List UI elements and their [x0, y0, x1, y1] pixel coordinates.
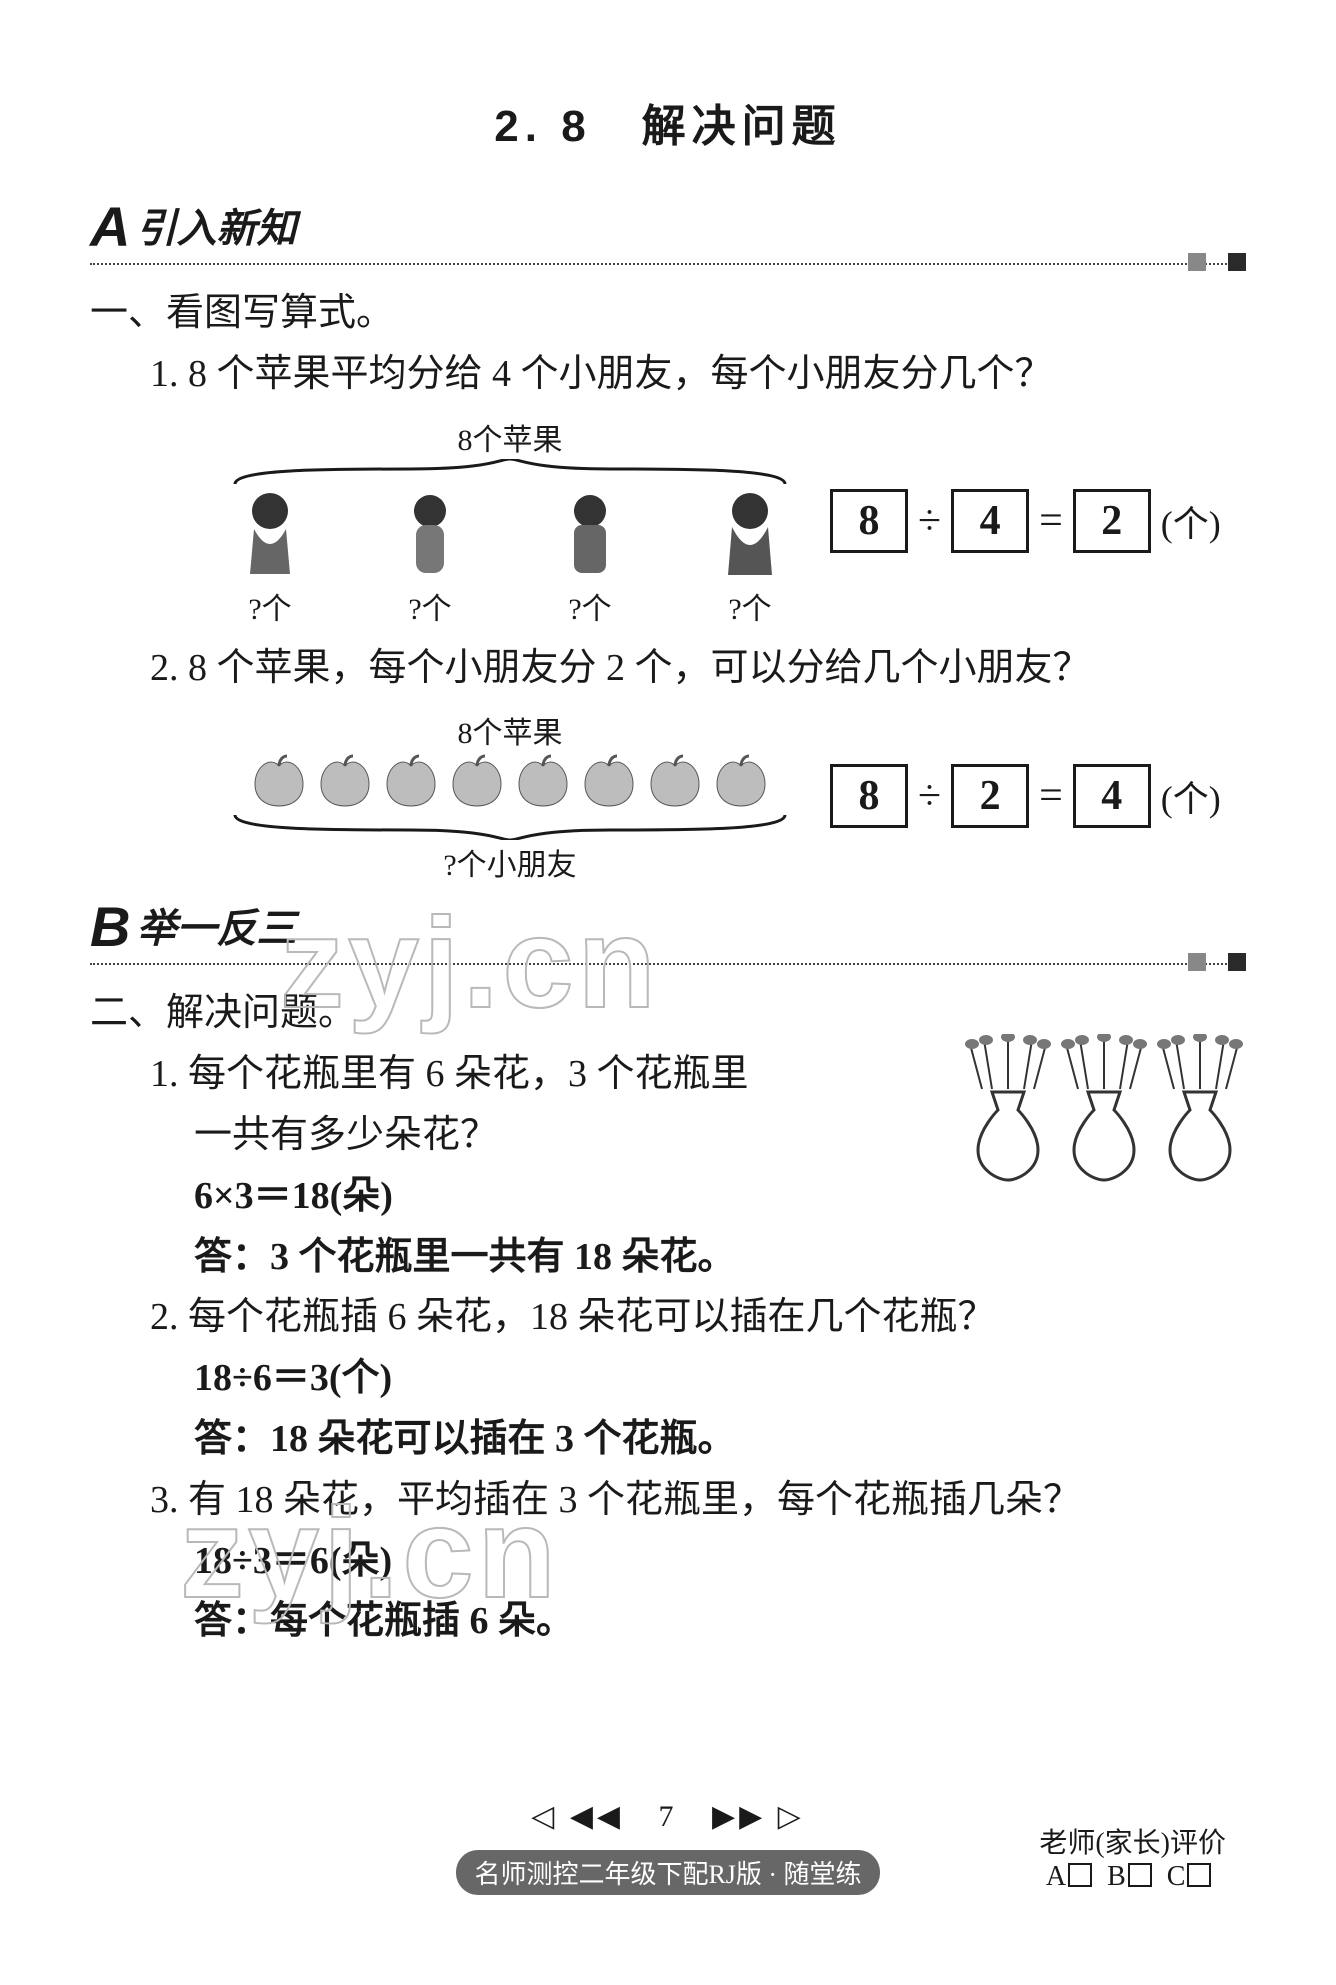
- p2-answer: 答：18 朵花可以插在 3 个花瓶。: [150, 1409, 1246, 1470]
- heading-1: 一、看图写算式。: [90, 283, 1246, 344]
- kid-icon: ?个: [390, 489, 470, 628]
- q1-brace-label: 8个苹果: [458, 415, 563, 459]
- kid-label: ?个: [550, 584, 630, 628]
- eq-box-c: 4: [1073, 764, 1151, 828]
- eq-eqs: =: [1039, 772, 1063, 820]
- section-a-letter: A: [90, 194, 130, 259]
- q2-text: 2. 8 个苹果，每个小朋友分 2 个，可以分给几个小朋友？: [90, 638, 1246, 699]
- checkbox-icon[interactable]: [1128, 1863, 1152, 1887]
- apple-icon: [250, 752, 308, 810]
- evaluation-title: 老师(家长)评价: [1039, 1821, 1226, 1861]
- eq-box-b: 4: [951, 489, 1029, 553]
- apple-icon: [316, 752, 374, 810]
- page-number: 7: [659, 1800, 678, 1833]
- pager-right-icon: ▶▶ ▷: [712, 1800, 805, 1833]
- checkbox-icon[interactable]: [1068, 1863, 1092, 1887]
- eval-a: A: [1046, 1861, 1066, 1892]
- apple-icon: [382, 752, 440, 810]
- apples-row: [230, 752, 790, 810]
- p2-block: 2. 每个花瓶插 6 朵花，18 朵花可以插在几个花瓶？ 18÷6＝3(个) 答…: [90, 1287, 1246, 1469]
- eval-c: C: [1167, 1861, 1186, 1892]
- eq-op: ÷: [918, 772, 941, 820]
- eq-box-b: 2: [951, 764, 1029, 828]
- watermark-text: zyj.cn: [180, 1480, 560, 1627]
- p1-answer: 答：3 个花瓶里一共有 18 朵花。: [150, 1227, 1246, 1288]
- pager-left-icon: ◁ ◀◀: [531, 1800, 624, 1833]
- eval-b: B: [1107, 1861, 1126, 1892]
- kid-label: ?个: [390, 584, 470, 628]
- vases-row: [962, 1034, 1246, 1189]
- apple-icon: [580, 752, 638, 810]
- brace-top-icon: [230, 459, 790, 489]
- section-a-label: A引入新知: [90, 194, 1246, 259]
- kid-label: ?个: [710, 584, 790, 628]
- section-b-label: B举一反三: [90, 894, 1246, 959]
- eq-unit: (个): [1161, 770, 1221, 822]
- page-title: 2. 8 解决问题: [90, 90, 1246, 154]
- watermark-text: zyj.cn: [280, 890, 660, 1037]
- apple-icon: [646, 752, 704, 810]
- q2-diagram: 8个苹果 ?个小朋友 8 ÷ 2 =: [90, 708, 1246, 884]
- apple-icon: [514, 752, 572, 810]
- eq-box-a: 8: [830, 489, 908, 553]
- q2-brace-label: 8个苹果: [458, 708, 563, 752]
- kid-label: ?个: [230, 584, 310, 628]
- booklet-badge: 名师测控二年级下配RJ版 · 随堂练: [456, 1850, 879, 1895]
- q2-bottom-label: ?个小朋友: [443, 840, 576, 884]
- section-a-text: 引入新知: [136, 207, 296, 251]
- q1-diagram: 8个苹果 ?个 ?个 ?个: [90, 415, 1246, 628]
- eq-unit: (个): [1161, 495, 1221, 547]
- section-b-letter: B: [90, 894, 130, 959]
- apple-icon: [712, 752, 770, 810]
- kid-icon: ?个: [230, 489, 310, 628]
- section-b-text: 举一反三: [136, 907, 296, 951]
- kids-row: ?个 ?个 ?个 ?个: [230, 489, 790, 628]
- p1-block: 1. 每个花瓶里有 6 朵花，3 个花瓶里 一共有多少朵花？ 6×3＝18(朵)…: [90, 1044, 1246, 1287]
- section-b-rule: [90, 961, 1246, 965]
- kid-icon: ?个: [710, 489, 790, 628]
- eq-op: ÷: [918, 497, 941, 545]
- p2-calc: 18÷6＝3(个): [150, 1348, 1246, 1409]
- vase-icon: [1058, 1034, 1150, 1184]
- vase-icon: [962, 1034, 1054, 1184]
- q1-text: 1. 8 个苹果平均分给 4 个小朋友，每个小朋友分几个？: [90, 344, 1246, 405]
- eq-box-a: 8: [830, 764, 908, 828]
- brace-bottom-icon: [230, 810, 790, 840]
- evaluation-box: 老师(家长)评价 A B C: [1039, 1821, 1226, 1893]
- apple-icon: [448, 752, 506, 810]
- kid-icon: ?个: [550, 489, 630, 628]
- p2-line1: 2. 每个花瓶插 6 朵花，18 朵花可以插在几个花瓶？: [150, 1287, 1246, 1348]
- q2-equation: 8 ÷ 2 = 4 (个): [830, 764, 1221, 828]
- vase-icon: [1154, 1034, 1246, 1184]
- checkbox-icon[interactable]: [1187, 1863, 1211, 1887]
- q1-equation: 8 ÷ 4 = 2 (个): [830, 489, 1221, 553]
- eq-eqs: =: [1039, 497, 1063, 545]
- section-a-rule: [90, 261, 1246, 265]
- eq-box-c: 2: [1073, 489, 1151, 553]
